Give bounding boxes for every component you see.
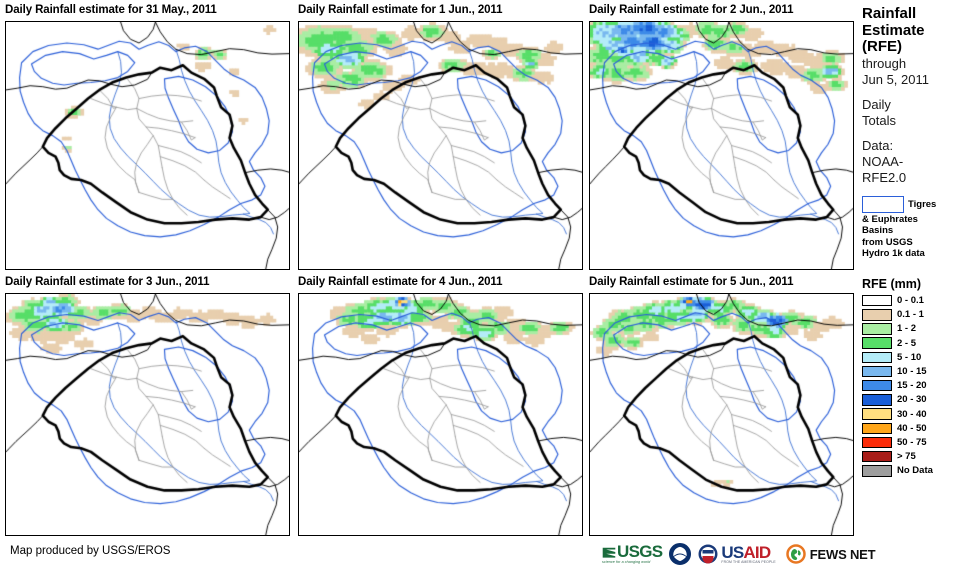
- rfe-swatch: [862, 465, 892, 477]
- rfe-legend-row: 50 - 75: [862, 435, 964, 449]
- legend-data-line2: NOAA-: [862, 153, 904, 169]
- rfe-label: 2 - 5: [897, 337, 917, 349]
- rfe-legend-row: 1 - 2: [862, 322, 964, 336]
- rfe-legend: RFE (mm) 0 - 0.1 0.1 - 1 1 - 2 2 - 5 5 - 10 1…: [862, 277, 964, 478]
- panel-title: Daily Rainfall estimate for 3 Jun., 2011: [5, 276, 210, 288]
- rfe-legend-row: 20 - 30: [862, 393, 964, 407]
- usaid-logo[interactable]: USAID FROM THE AMERICAN PEOPLE: [698, 542, 776, 565]
- rfe-legend-row: 0 - 0.1: [862, 294, 964, 308]
- map-credit: Map produced by USGS/EROS: [10, 545, 171, 557]
- rfe-swatch: [862, 450, 892, 463]
- rfe-legend-row: 2 - 5: [862, 336, 964, 350]
- usgs-logo-text: USGS: [617, 542, 663, 562]
- usaid-tagline: FROM THE AMERICAN PEOPLE: [721, 560, 776, 565]
- panel-d04jun: Daily Rainfall estimate for 4 Jun., 2011: [298, 276, 586, 538]
- panel-title: Daily Rainfall estimate for 1 Jun., 2011: [298, 4, 503, 16]
- rfe-swatch: [862, 323, 892, 335]
- legend-data-line1: Data:: [862, 137, 894, 153]
- rfe-legend-row: 10 - 15: [862, 364, 964, 378]
- rfe-label: 10 - 15: [897, 366, 927, 378]
- basin-line5: Hydro 1k data: [862, 248, 925, 259]
- legend-title-line1: Rainfall: [862, 5, 917, 22]
- rfe-legend-row: No Data: [862, 464, 964, 478]
- rfe-swatch: [862, 394, 892, 406]
- rfe-label: 0 - 0.1: [897, 295, 924, 307]
- rainfall-map-d02jun[interactable]: [590, 22, 853, 269]
- rfe-legend-row: 30 - 40: [862, 407, 964, 421]
- legend-title-line2: Estimate: [862, 21, 925, 39]
- map-frame[interactable]: [5, 293, 290, 536]
- usgs-wave-icon: [602, 547, 616, 558]
- rainfall-map-d04jun[interactable]: [299, 294, 582, 535]
- usgs-logo-tagline: science for a changing world: [602, 560, 651, 565]
- legend-through-label: through: [862, 55, 907, 71]
- panel-title: Daily Rainfall estimate for 5 Jun., 2011: [589, 276, 794, 288]
- rfe-label: 40 - 50: [897, 422, 927, 434]
- legend-title-line3: (RFE): [862, 38, 902, 55]
- panel-d03jun: Daily Rainfall estimate for 3 Jun., 2011: [5, 276, 293, 538]
- rfe-swatch: [862, 351, 892, 364]
- map-frame[interactable]: [589, 21, 854, 270]
- usaid-text-aid: AID: [743, 542, 771, 562]
- panel-title: Daily Rainfall estimate for 2 Jun., 2011: [589, 4, 794, 16]
- map-frame[interactable]: [5, 21, 290, 270]
- map-frame[interactable]: [589, 293, 854, 536]
- map-frame[interactable]: [298, 21, 583, 270]
- basin-line4: from USGS: [862, 236, 913, 248]
- rfe-label: 1 - 2: [897, 323, 917, 335]
- panel-title: Daily Rainfall estimate for 4 Jun., 2011: [298, 276, 503, 288]
- usgs-logo[interactable]: USGS science for a changing world: [602, 542, 663, 565]
- rainfall-map-d01jun[interactable]: [299, 22, 582, 269]
- rainfall-map-d05jun[interactable]: [590, 294, 853, 535]
- panel-d05jun: Daily Rainfall estimate for 5 Jun., 2011: [589, 276, 857, 538]
- rfe-label: No Data: [897, 465, 933, 477]
- rfe-label: 0.1 - 1: [897, 309, 924, 321]
- basin-line2: & Euphrates: [862, 213, 918, 225]
- basin-line3: Basins: [862, 225, 894, 236]
- basin-outline-swatch: [862, 195, 904, 213]
- basin-legend: Tigres & Euphrates Basins from USGS Hydr…: [862, 195, 964, 260]
- legend-period-line1: Daily: [862, 96, 891, 112]
- rfe-legend-row: 15 - 20: [862, 379, 964, 393]
- rfe-label: > 75: [897, 451, 916, 463]
- rfe-swatch: [862, 365, 892, 378]
- rfe-legend-heading: RFE (mm): [862, 276, 922, 291]
- rfe-swatch: [862, 422, 892, 435]
- rfe-swatch: [862, 309, 892, 321]
- fewsnet-globe-icon: [786, 544, 806, 564]
- fewsnet-logo-text: FEWS NET: [809, 546, 876, 562]
- usaid-seal-icon: [698, 544, 718, 564]
- panel-d31may: Daily Rainfall estimate for 31 May., 201…: [5, 4, 293, 272]
- rfe-swatch: [862, 294, 892, 307]
- legend-period-line2: Totals: [862, 112, 896, 128]
- rainfall-map-d03jun[interactable]: [6, 294, 289, 535]
- rainfall-map-d31may[interactable]: [6, 22, 289, 269]
- legend-column: Rainfall Estimate (RFE) through Jun 5, 2…: [862, 5, 964, 478]
- rfe-legend-row: 0.1 - 1: [862, 308, 964, 322]
- map-frame[interactable]: [298, 293, 583, 536]
- rfe-swatch: [862, 337, 892, 349]
- panel-d01jun: Daily Rainfall estimate for 1 Jun., 2011: [298, 4, 586, 272]
- rfe-label: 5 - 10: [897, 351, 922, 363]
- rfe-swatch: [862, 408, 892, 420]
- usaid-text-us: US: [721, 542, 744, 562]
- rfe-swatch: [862, 379, 892, 392]
- rfe-label: 30 - 40: [897, 408, 927, 420]
- panel-title: Daily Rainfall estimate for 31 May., 201…: [5, 4, 217, 16]
- legend-data-line3: RFE2.0: [862, 169, 907, 185]
- rfe-legend-row: 5 - 10: [862, 350, 964, 364]
- rfe-label: 50 - 75: [897, 436, 927, 448]
- rfe-swatch: [862, 436, 892, 449]
- logo-strip: USGS science for a changing world USAID …: [602, 542, 876, 565]
- basin-label: Tigres: [908, 198, 937, 210]
- rfe-legend-row: 40 - 50: [862, 421, 964, 435]
- rfe-legend-row: > 75: [862, 450, 964, 464]
- rfe-label: 15 - 20: [897, 380, 927, 392]
- noaa-logo[interactable]: [669, 543, 692, 565]
- rfe-label: 20 - 30: [897, 394, 927, 406]
- legend-through-date: Jun 5, 2011: [862, 71, 929, 87]
- fewsnet-logo[interactable]: FEWS NET: [786, 544, 876, 564]
- panel-d02jun: Daily Rainfall estimate for 2 Jun., 2011: [589, 4, 857, 272]
